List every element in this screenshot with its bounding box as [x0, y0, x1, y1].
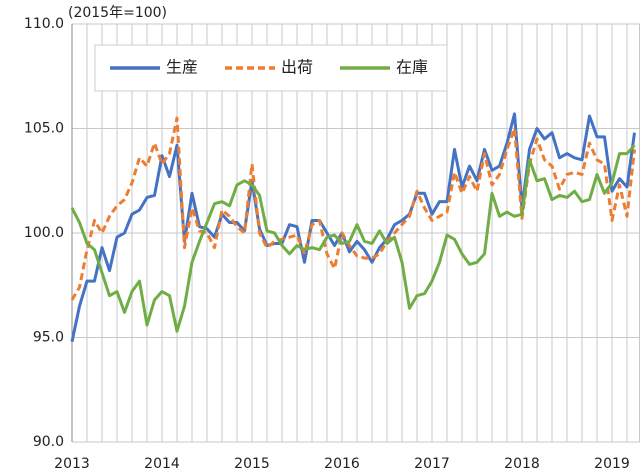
series-line [70, 112, 636, 342]
x-tick-label: 2015 [234, 456, 270, 472]
y-tick-label: 105.0 [24, 121, 64, 137]
legend-label: 生産 [166, 58, 198, 77]
series-line [70, 144, 636, 333]
y-tick-label: 100.0 [24, 225, 64, 241]
x-tick-label: 2017 [414, 456, 450, 472]
y-tick-label: 110.0 [24, 16, 64, 32]
y-tick-label: 90.0 [33, 434, 64, 450]
x-tick-label: 2018 [504, 456, 540, 472]
x-tick-label: 2013 [54, 456, 90, 472]
legend-label: 出荷 [281, 58, 313, 77]
x-tick-label: 2019 [594, 456, 630, 472]
x-tick-label: 2014 [144, 456, 180, 472]
x-tick-label: 2016 [324, 456, 360, 472]
unit-label: (2015年=100) [68, 5, 167, 21]
legend-label: 在庫 [396, 58, 428, 77]
series-line [70, 116, 636, 301]
y-tick-label: 95.0 [33, 330, 64, 346]
